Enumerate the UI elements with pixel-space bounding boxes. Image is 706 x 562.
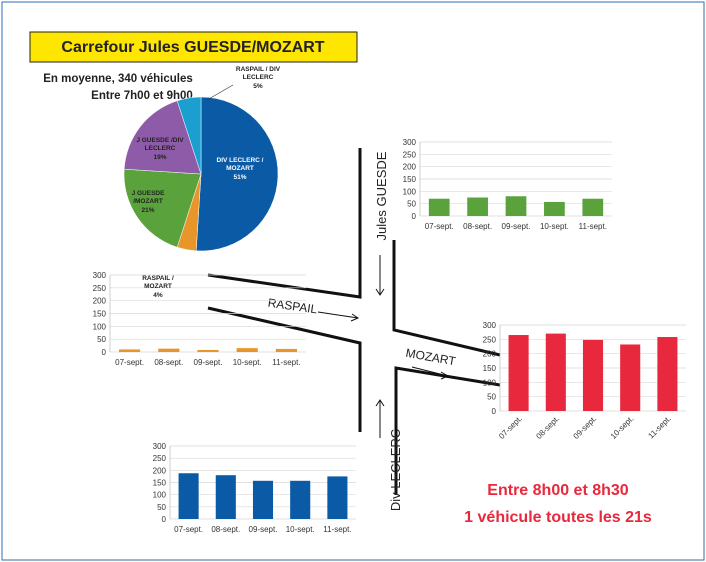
note: Entre 8h00 et 8h30 — [487, 482, 629, 499]
bar — [582, 198, 604, 216]
x-tick-label: 11-sept. — [323, 525, 351, 534]
bar — [119, 349, 141, 352]
x-tick-label: 10-sept. — [609, 414, 636, 441]
bar — [327, 476, 348, 519]
y-tick-label: 300 — [483, 321, 497, 330]
y-tick-label: 0 — [492, 407, 497, 416]
y-tick-label: 200 — [93, 297, 107, 306]
y-tick-label: 150 — [483, 364, 497, 373]
y-tick-label: 50 — [487, 393, 496, 402]
y-tick-label: 200 — [153, 466, 167, 475]
y-tick-label: 300 — [403, 138, 417, 147]
arrows — [317, 255, 450, 438]
x-tick-label: 08-sept. — [463, 222, 492, 231]
title: Carrefour Jules GUESDE/MOZART — [61, 39, 324, 56]
y-tick-label: 200 — [483, 350, 497, 359]
x-tick-label: 07-sept. — [497, 414, 524, 441]
roads — [207, 148, 501, 495]
note: 1 véhicule toutes les 21s — [464, 509, 652, 526]
y-tick-label: 150 — [153, 479, 167, 488]
bar — [545, 333, 566, 411]
y-tick-label: 100 — [403, 187, 417, 196]
x-tick-label: 08-sept. — [211, 525, 240, 534]
x-tick-label: 10-sept. — [286, 525, 315, 534]
y-tick-label: 100 — [93, 322, 107, 331]
bar — [215, 475, 236, 519]
subtitle: En moyenne, 340 véhicules — [43, 73, 193, 85]
y-tick-label: 250 — [483, 335, 497, 344]
x-tick-label: 07-sept. — [174, 525, 203, 534]
x-tick-label: 09-sept. — [249, 525, 278, 534]
bar — [657, 337, 678, 411]
slice-label: RASPAIL / DIV LECLERC — [235, 66, 281, 81]
slice-label: J GUESDE /MOZART — [131, 190, 165, 205]
bar — [508, 335, 529, 411]
subtitle: Entre 7h00 et 9h00 — [91, 90, 193, 102]
bar — [544, 201, 565, 216]
y-tick-label: 100 — [483, 378, 497, 387]
x-tick-label: 10-sept. — [233, 358, 262, 367]
x-tick-label: 08-sept. — [154, 358, 183, 367]
y-tick-label: 0 — [412, 212, 417, 221]
slice-value: 21% — [141, 207, 155, 214]
pie-slice — [176, 96, 202, 175]
title-box — [29, 31, 358, 63]
bar — [158, 348, 180, 352]
y-tick-label: 0 — [102, 348, 107, 357]
street-label: Div LECLERC — [388, 429, 403, 511]
leader-line — [206, 84, 234, 101]
x-tick-label: 11-sept. — [646, 414, 672, 440]
x-tick-label: 08-sept. — [534, 414, 561, 441]
pie-slice — [123, 100, 202, 175]
bar — [620, 344, 641, 411]
x-tick-label: 11-sept. — [272, 358, 300, 367]
y-tick-label: 0 — [162, 515, 167, 524]
bar — [252, 480, 274, 519]
y-tick-label: 100 — [153, 491, 167, 500]
y-tick-label: 50 — [157, 503, 166, 512]
bar — [428, 198, 450, 216]
y-tick-label: 300 — [153, 442, 167, 451]
y-tick-label: 150 — [403, 175, 417, 184]
slice-value: 5% — [253, 83, 263, 90]
slice-label: DIV LECLERC / MOZART — [216, 157, 264, 172]
x-tick-label: 09-sept. — [572, 414, 599, 441]
x-tick-label: 07-sept. — [425, 222, 454, 231]
slice-value: 19% — [153, 154, 167, 161]
slice-label: RASPAIL / MOZART — [142, 275, 174, 290]
y-tick-label: 200 — [403, 163, 417, 172]
x-tick-label: 09-sept. — [194, 358, 223, 367]
bar — [178, 473, 199, 519]
slice-label: J GUESDE /DIV LECLERC — [136, 137, 184, 152]
bar — [467, 197, 488, 216]
bar — [582, 339, 604, 411]
x-tick-label: 07-sept. — [115, 358, 144, 367]
bar — [290, 480, 311, 519]
bar — [236, 348, 258, 352]
pie-slice — [195, 96, 279, 252]
bar — [197, 349, 219, 352]
y-tick-label: 300 — [93, 271, 107, 280]
bar — [505, 196, 527, 216]
x-tick-label: 11-sept. — [579, 222, 607, 231]
slice-value: 51% — [233, 174, 247, 181]
pie-slice — [123, 168, 202, 248]
street-label: MOZART — [405, 346, 458, 369]
slice-value: 4% — [153, 292, 163, 299]
bar — [275, 348, 297, 352]
x-tick-label: 09-sept. — [502, 222, 531, 231]
y-tick-label: 250 — [93, 284, 107, 293]
street-label: Jules GUESDE — [374, 151, 389, 240]
y-tick-label: 50 — [97, 335, 106, 344]
x-tick-label: 10-sept. — [540, 222, 569, 231]
y-tick-label: 150 — [93, 310, 107, 319]
y-tick-label: 250 — [153, 454, 167, 463]
y-tick-label: 50 — [407, 200, 416, 209]
y-tick-label: 250 — [403, 150, 417, 159]
